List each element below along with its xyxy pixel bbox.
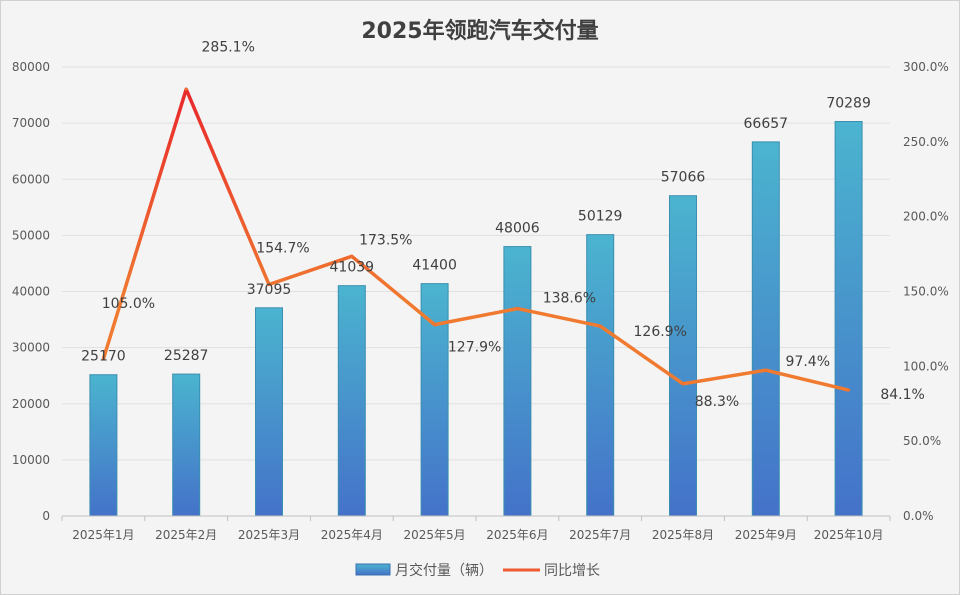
- growth-point: [350, 254, 354, 258]
- bar-data-label: 41039: [330, 260, 375, 276]
- line-data-label: 173.5%: [359, 232, 412, 248]
- x-tick-label: 2025年5月: [404, 528, 466, 542]
- bar: [834, 121, 863, 517]
- bar: [255, 307, 283, 517]
- line-data-label: 126.9%: [634, 324, 687, 340]
- growth-point: [764, 368, 768, 372]
- bar: [503, 246, 532, 517]
- y-right-tick: 0.0%: [903, 509, 934, 523]
- y-left-tick: 70000: [12, 116, 50, 130]
- x-tick-label: 2025年9月: [735, 528, 797, 542]
- y-left-tick: 30000: [12, 341, 50, 355]
- line-data-label: 88.3%: [695, 394, 739, 410]
- growth-point: [515, 307, 519, 311]
- y-left-tick: 60000: [12, 172, 50, 186]
- line-data-label: 105.0%: [102, 296, 155, 312]
- y-right-tick: 50.0%: [903, 434, 941, 448]
- growth-point: [681, 382, 685, 386]
- y-left-tick: 0: [42, 509, 50, 523]
- bar-data-label: 66657: [744, 116, 789, 132]
- legend-line-label: 同比增长: [544, 563, 600, 579]
- line-data-label: 285.1%: [202, 39, 255, 55]
- y-left-tick: 20000: [12, 397, 50, 411]
- bar: [337, 285, 366, 517]
- x-tick-label: 2025年1月: [72, 528, 134, 542]
- line-data-label: 127.9%: [448, 340, 501, 356]
- bar-data-label: 48006: [495, 221, 540, 237]
- bar-data-label: 41400: [412, 258, 457, 274]
- bar-data-label: 57066: [661, 170, 706, 186]
- y-right-tick: 200.0%: [903, 210, 949, 224]
- legend-bar-swatch: [355, 563, 391, 576]
- growth-point: [101, 357, 105, 361]
- y-left-tick: 10000: [12, 453, 50, 467]
- bar-data-label: 25170: [81, 349, 126, 365]
- y-right-tick: 300.0%: [903, 60, 949, 74]
- legend-bar-label: 月交付量（辆）: [395, 562, 493, 579]
- growth-point: [847, 388, 851, 392]
- bar: [751, 141, 780, 517]
- x-tick-label: 2025年2月: [155, 528, 217, 542]
- growth-point: [184, 87, 188, 91]
- bar: [172, 373, 201, 517]
- bar-data-label: 50129: [578, 209, 623, 225]
- y-left-tick: 80000: [12, 60, 50, 74]
- y-right-tick: 250.0%: [903, 135, 949, 149]
- bar: [669, 195, 697, 517]
- bar: [586, 234, 615, 517]
- y-left-tick: 50000: [12, 228, 50, 242]
- bar-data-label: 70289: [826, 96, 871, 112]
- x-tick-label: 2025年10月: [814, 528, 884, 542]
- y-right-tick: 100.0%: [903, 359, 949, 373]
- x-tick-label: 2025年4月: [321, 528, 383, 542]
- x-tick-label: 2025年7月: [569, 528, 631, 542]
- line-data-label: 84.1%: [880, 387, 924, 403]
- growth-line: [101, 87, 850, 392]
- growth-point: [433, 323, 437, 327]
- bar-data-label: 37095: [247, 282, 292, 298]
- chart-title: 2025年领跑汽车交付量: [361, 18, 598, 44]
- x-tick-label: 2025年6月: [486, 528, 548, 542]
- growth-point: [598, 324, 602, 328]
- x-tick-label: 2025年3月: [238, 528, 300, 542]
- growth-point: [267, 282, 271, 286]
- bar: [89, 374, 118, 517]
- bar-data-label: 25287: [164, 348, 209, 364]
- legend: 月交付量（辆） 同比增长: [355, 562, 600, 579]
- line-data-label: 138.6%: [543, 291, 596, 307]
- line-data-label: 97.4%: [786, 354, 830, 370]
- line-data-label: 154.7%: [256, 240, 309, 256]
- x-tick-label: 2025年8月: [652, 528, 714, 542]
- y-left-tick: 40000: [12, 285, 50, 299]
- y-right-tick: 150.0%: [903, 285, 949, 299]
